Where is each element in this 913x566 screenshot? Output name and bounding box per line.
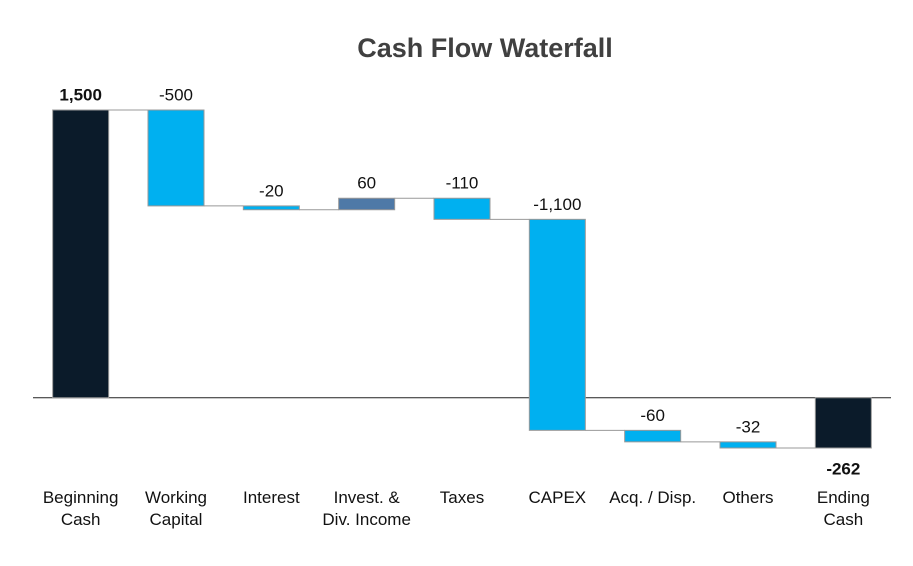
x-tick-label: Others xyxy=(722,488,773,507)
x-tick-label: Interest xyxy=(243,488,300,507)
data-label: 1,500 xyxy=(59,85,102,104)
bar xyxy=(433,197,491,220)
data-label: -32 xyxy=(736,417,761,436)
x-tick-label: Invest. & xyxy=(334,488,401,507)
data-label: -60 xyxy=(640,406,665,425)
x-tick-label: Beginning xyxy=(43,488,119,507)
bar xyxy=(338,197,396,211)
bar xyxy=(814,397,872,449)
data-label: -1,100 xyxy=(533,195,581,214)
chart-title: Cash Flow Waterfall xyxy=(357,33,613,63)
x-tick-label: Cash xyxy=(61,510,101,529)
bar xyxy=(147,109,205,207)
data-label: 60 xyxy=(357,174,376,193)
x-tick-label: Ending xyxy=(817,488,870,507)
data-label: -500 xyxy=(159,85,193,104)
x-tick-label: Div. Income xyxy=(322,510,411,529)
bar xyxy=(528,218,586,431)
x-tick-label: Capital xyxy=(150,510,203,529)
x-tick-label: CAPEX xyxy=(529,488,587,507)
bar xyxy=(242,205,300,211)
bar xyxy=(719,441,777,449)
x-tick-label: Working xyxy=(145,488,207,507)
x-tick-label: Taxes xyxy=(440,488,484,507)
x-tick-label: Acq. / Disp. xyxy=(609,488,696,507)
data-label: -20 xyxy=(259,181,284,200)
bar xyxy=(624,429,682,443)
data-label: -262 xyxy=(826,459,860,478)
bar xyxy=(52,109,110,399)
data-label: -110 xyxy=(446,174,479,193)
x-tick-label: Cash xyxy=(823,510,863,529)
